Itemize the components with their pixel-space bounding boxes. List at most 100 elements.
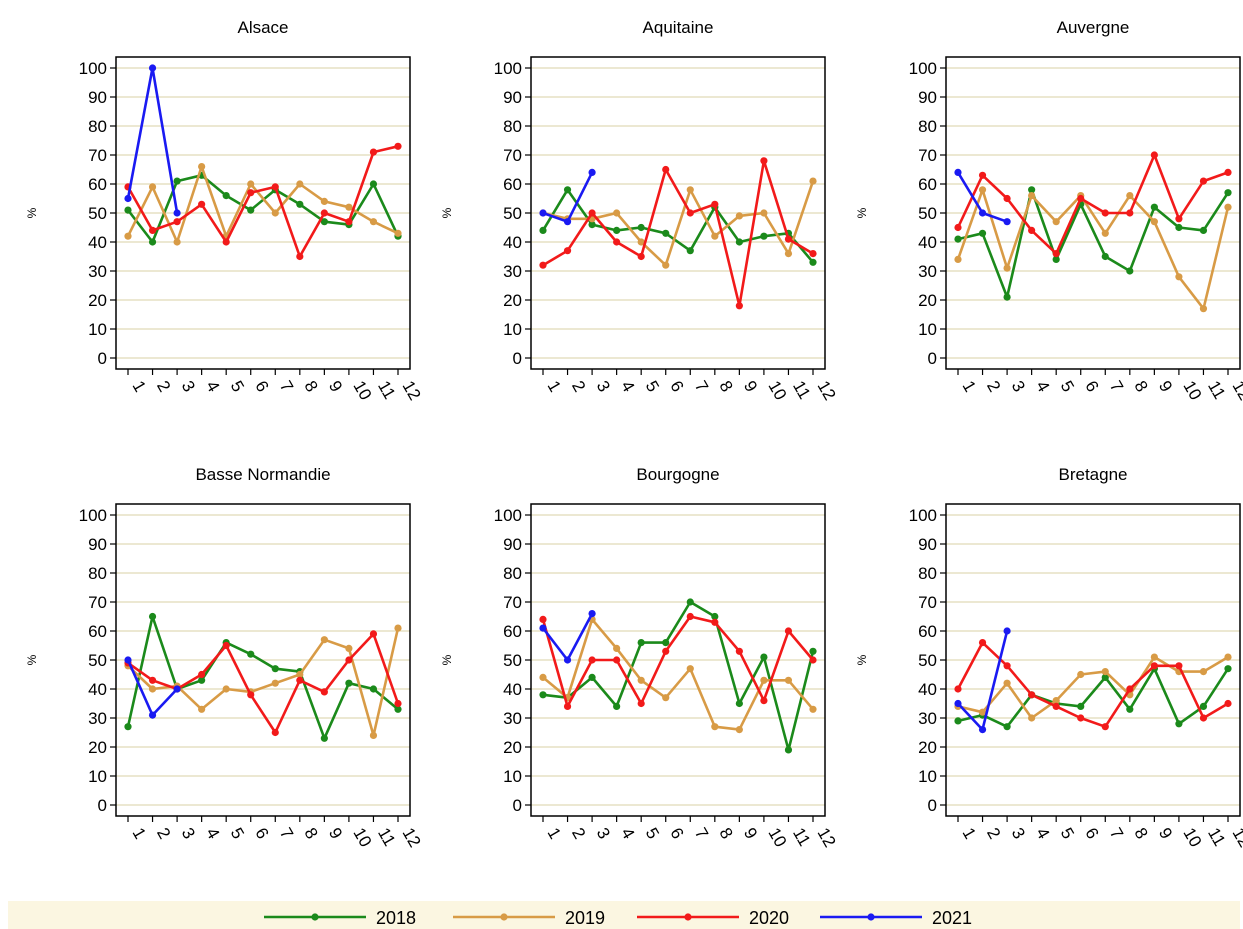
data-point-2018	[369, 685, 378, 693]
y-tick-label: 20	[918, 738, 937, 757]
data-point-2019	[1150, 218, 1158, 226]
y-tick-label: 80	[918, 564, 937, 583]
y-tick-label: 20	[503, 291, 522, 310]
data-point-2020	[1052, 702, 1060, 711]
x-tick-label: 5	[227, 378, 248, 396]
panel-title: Bretagne	[1059, 465, 1128, 484]
data-point-2020	[198, 200, 206, 208]
x-tick-label: 11	[1204, 825, 1229, 850]
data-point-2020	[1101, 723, 1109, 731]
data-point-2019	[1150, 653, 1158, 661]
data-point-2018	[613, 226, 621, 234]
data-point-2018	[1175, 223, 1183, 232]
x-tick-label: 2	[568, 378, 589, 396]
legend-marker-2021	[867, 913, 875, 921]
data-point-2018	[686, 598, 694, 606]
y-tick-label: 80	[88, 564, 107, 583]
data-point-2019	[1003, 679, 1011, 687]
y-tick-label: 70	[88, 146, 107, 165]
data-point-2018	[369, 180, 378, 188]
x-tick-label: 3	[593, 378, 614, 396]
series-line-2020	[542, 159, 814, 308]
x-tick-label: 2	[983, 825, 1004, 843]
y-tick-label: 80	[88, 117, 107, 136]
y-tick-label: 20	[918, 291, 937, 310]
data-point-2018	[148, 612, 157, 621]
data-point-2018	[1077, 702, 1085, 711]
data-point-2018	[809, 258, 817, 266]
data-point-2018	[613, 702, 621, 711]
data-point-2020	[809, 656, 817, 664]
data-point-2020	[1028, 226, 1036, 234]
legend-marker-2019	[500, 913, 508, 921]
data-point-2019	[760, 209, 768, 217]
data-point-2020	[735, 302, 743, 310]
data-point-2020	[1077, 714, 1085, 722]
data-point-2019	[784, 250, 793, 258]
data-point-2020	[173, 218, 181, 226]
data-point-2019	[148, 685, 157, 693]
data-point-2018	[809, 647, 817, 655]
data-point-2019	[760, 676, 768, 684]
data-point-2020	[588, 209, 596, 217]
data-point-2020	[394, 142, 402, 150]
data-point-2019	[345, 644, 353, 653]
y-axis-label: %	[855, 654, 869, 665]
y-tick-label: 100	[494, 59, 522, 78]
y-tick-label: 10	[918, 320, 937, 339]
data-point-2019	[1101, 229, 1109, 237]
series-line-2020	[956, 641, 1229, 729]
data-point-2018	[662, 639, 670, 647]
x-tick-label: 12	[399, 378, 425, 404]
y-tick-label: 50	[88, 204, 107, 223]
data-point-2019	[735, 212, 743, 220]
x-tick-label: 5	[1057, 378, 1078, 396]
y-tick-label: 30	[503, 709, 522, 728]
data-point-2019	[1126, 192, 1134, 200]
data-point-2018	[563, 186, 572, 194]
data-point-2019	[369, 218, 378, 226]
data-point-2020	[662, 165, 670, 174]
x-tick-label: 6	[666, 825, 687, 843]
data-point-2021	[588, 168, 596, 176]
data-point-2019	[978, 708, 987, 716]
data-point-2021	[563, 656, 572, 664]
y-tick-label: 10	[88, 767, 107, 786]
y-tick-label: 20	[88, 291, 107, 310]
y-tick-label: 40	[503, 680, 522, 699]
x-tick-label: 4	[617, 378, 638, 396]
data-point-2020	[247, 691, 255, 699]
x-tick-label: 12	[1229, 825, 1243, 851]
y-tick-label: 0	[513, 349, 522, 368]
legend-marker-2018	[311, 913, 319, 921]
data-point-2021	[1003, 627, 1011, 635]
data-point-2018	[588, 673, 596, 682]
data-point-2020	[686, 209, 694, 217]
x-tick-label: 1	[544, 378, 565, 396]
x-tick-label: 10	[1179, 825, 1205, 851]
data-point-2018	[1003, 293, 1011, 301]
panel-title: Alsace	[237, 18, 288, 37]
data-point-2021	[954, 168, 962, 176]
x-tick-label: 4	[1032, 825, 1053, 843]
data-point-2020	[711, 200, 719, 208]
x-tick-label: 6	[1081, 825, 1102, 843]
data-point-2020	[711, 618, 719, 626]
data-point-2019	[1052, 218, 1060, 226]
data-point-2018	[173, 177, 181, 185]
x-tick-label: 9	[325, 378, 346, 396]
data-point-2020	[1224, 699, 1232, 708]
data-point-2018	[1175, 720, 1183, 728]
data-point-2019	[271, 679, 279, 687]
data-point-2018	[1101, 673, 1109, 682]
data-point-2018	[1199, 226, 1208, 234]
data-point-2020	[369, 148, 378, 156]
data-point-2018	[539, 691, 547, 699]
x-tick-label: 1	[959, 378, 980, 396]
data-point-2020	[784, 627, 793, 635]
x-tick-label: 9	[325, 825, 346, 843]
